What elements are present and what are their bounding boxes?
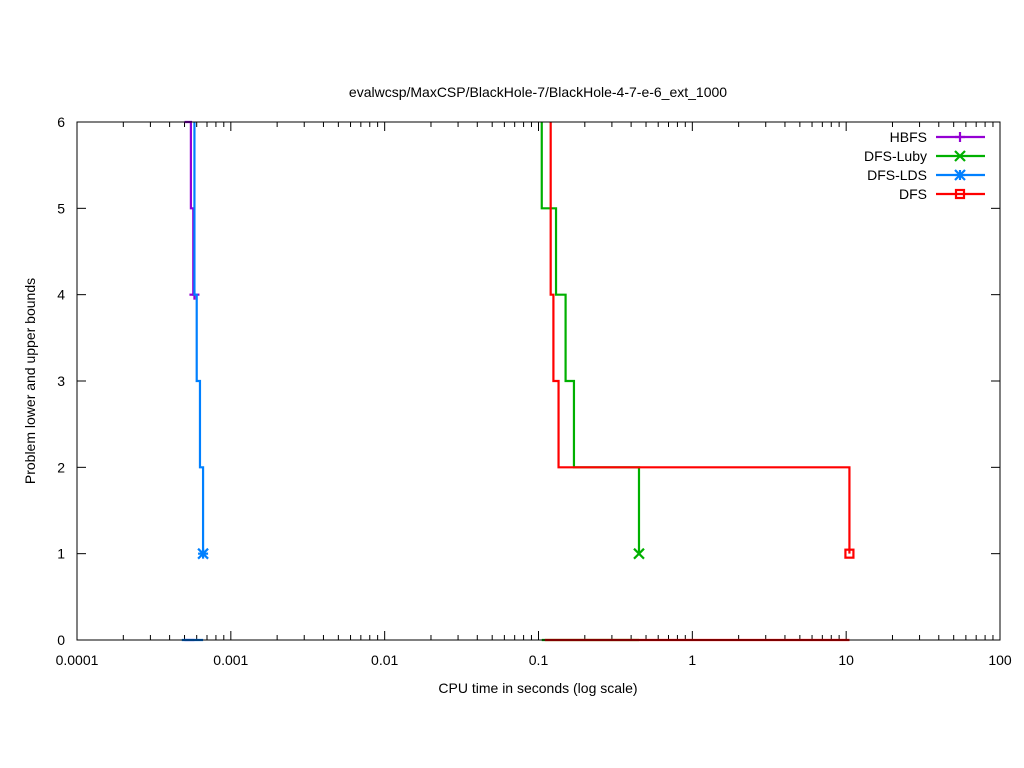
y-tick-label: 2 [57,459,65,475]
x-tick-label: 0.01 [371,652,398,668]
x-axis-label: CPU time in seconds (log scale) [438,680,637,696]
legend-marker-dfs-lds-stroke [954,169,966,181]
legend-label-dfs-luby: DFS-Luby [864,148,927,164]
legend-label-dfs: DFS [899,186,927,202]
series-dfs-upper-line [549,122,851,554]
x-tick-label: 10 [838,652,854,668]
y-tick-label: 3 [57,373,65,389]
plot-frame [76,121,1001,641]
y-tick-label: 6 [57,114,65,130]
x-tick-label: 1 [688,652,696,668]
legend-marker-hbfs [955,132,965,142]
series-dfs-lds-upper-line [193,122,205,554]
y-tick-label: 1 [57,546,65,562]
series-dfs-lds-final-marker-stroke [197,547,209,560]
y-tick-label: 5 [57,200,65,216]
x-tick-label: 0.001 [213,652,248,668]
legend-marker-dfs-luby [954,150,966,162]
series-dfs-luby-final-marker-stroke [633,547,645,560]
series-dfs-final-marker-stroke [844,548,855,559]
y-tick-label: 0 [57,632,65,648]
x-tick-label: 0.0001 [56,652,99,668]
legend-marker-dfs [954,188,966,200]
series-dfs-lds-final-marker [197,547,209,560]
legend-label-hbfs: HBFS [890,129,927,145]
x-tick-label: 100 [988,652,1012,668]
x-tick-label: 0.1 [529,652,549,668]
legend-marker-dfs-luby-stroke [954,150,966,162]
axis-ticks: 0.0001 0.001 0.01 0.1 1 10 100 0 1 2 3 4 5 6 [56,114,1012,668]
legend: HBFS DFS-Luby DFS-LDS DFS [864,129,985,202]
series-dfs-luby-final-marker [633,547,645,560]
legend-marker-dfs-lds [954,169,966,181]
series-dfs-final-marker [844,548,855,559]
legend-label-dfs-lds: DFS-LDS [867,167,927,183]
legend-marker-dfs-stroke [954,188,966,200]
y-axis-label: Problem lower and upper bounds [22,278,38,484]
chart-title: evalwcsp/MaxCSP/BlackHole-7/BlackHole-4-… [349,84,727,100]
y-tick-label: 4 [57,287,65,303]
